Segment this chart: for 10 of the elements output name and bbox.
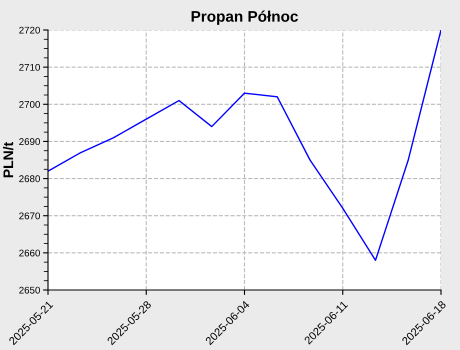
y-tick-label: 2660 [19, 250, 40, 256]
y-tick-label: 2720 [19, 26, 40, 34]
y-tick-label: 2650 [19, 286, 40, 294]
y-tick-label: 2680 [19, 175, 40, 182]
y-tick-label: 2700 [19, 101, 40, 108]
y-tick-label: 2690 [19, 138, 40, 146]
y-axis-title: PLN/t [3, 142, 14, 178]
y-tick-label: 2670 [19, 212, 40, 220]
chart-title: Propan Północ [192, 10, 298, 25]
y-tick-label: 2710 [19, 64, 40, 71]
